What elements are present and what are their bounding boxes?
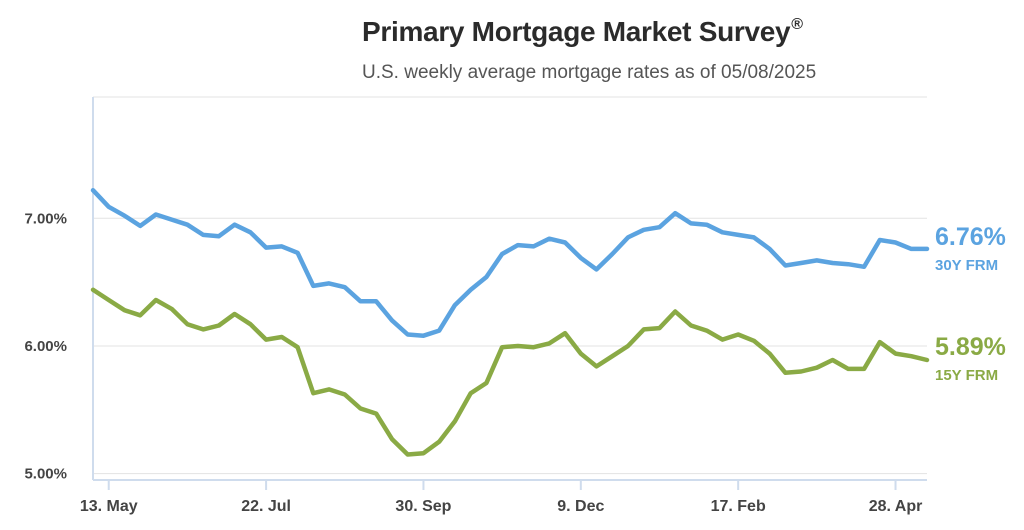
- registered-mark: ®: [791, 16, 803, 33]
- labels: 5.00% 6.00% 7.00% 13. May 22. Jul 30. Sep 9. D…: [24, 210, 1005, 515]
- series-end-value-15y: 5.89%: [935, 333, 1006, 361]
- chart-title-text: Primary Mortgage Market Survey: [362, 16, 791, 47]
- x-tick-label: 28. Apr: [869, 498, 923, 515]
- series-name-15y: 15Y FRM: [935, 367, 998, 384]
- series-line-30y: [90, 187, 930, 338]
- x-tick-label: 13. May: [80, 498, 138, 515]
- y-tick-label: 6.00%: [24, 338, 67, 355]
- y-tick-label: 5.00%: [24, 466, 67, 483]
- series-line-15y: [90, 287, 930, 457]
- series-lines: [90, 187, 930, 457]
- axes: [92, 97, 927, 490]
- series-name-30y: 30Y FRM: [935, 257, 998, 274]
- x-tick-label: 22. Jul: [241, 498, 291, 515]
- chart-subtitle: U.S. weekly average mortgage rates as of…: [362, 62, 817, 83]
- series-end-value-30y: 6.76%: [935, 223, 1006, 251]
- grid: [93, 96, 927, 475]
- x-tick-label: 30. Sep: [395, 498, 451, 515]
- y-tick-label: 7.00%: [24, 210, 67, 227]
- x-tick-label: 17. Feb: [711, 498, 766, 515]
- x-tick-label: 9. Dec: [557, 498, 604, 515]
- chart-title: Primary Mortgage Market Survey®: [362, 16, 803, 48]
